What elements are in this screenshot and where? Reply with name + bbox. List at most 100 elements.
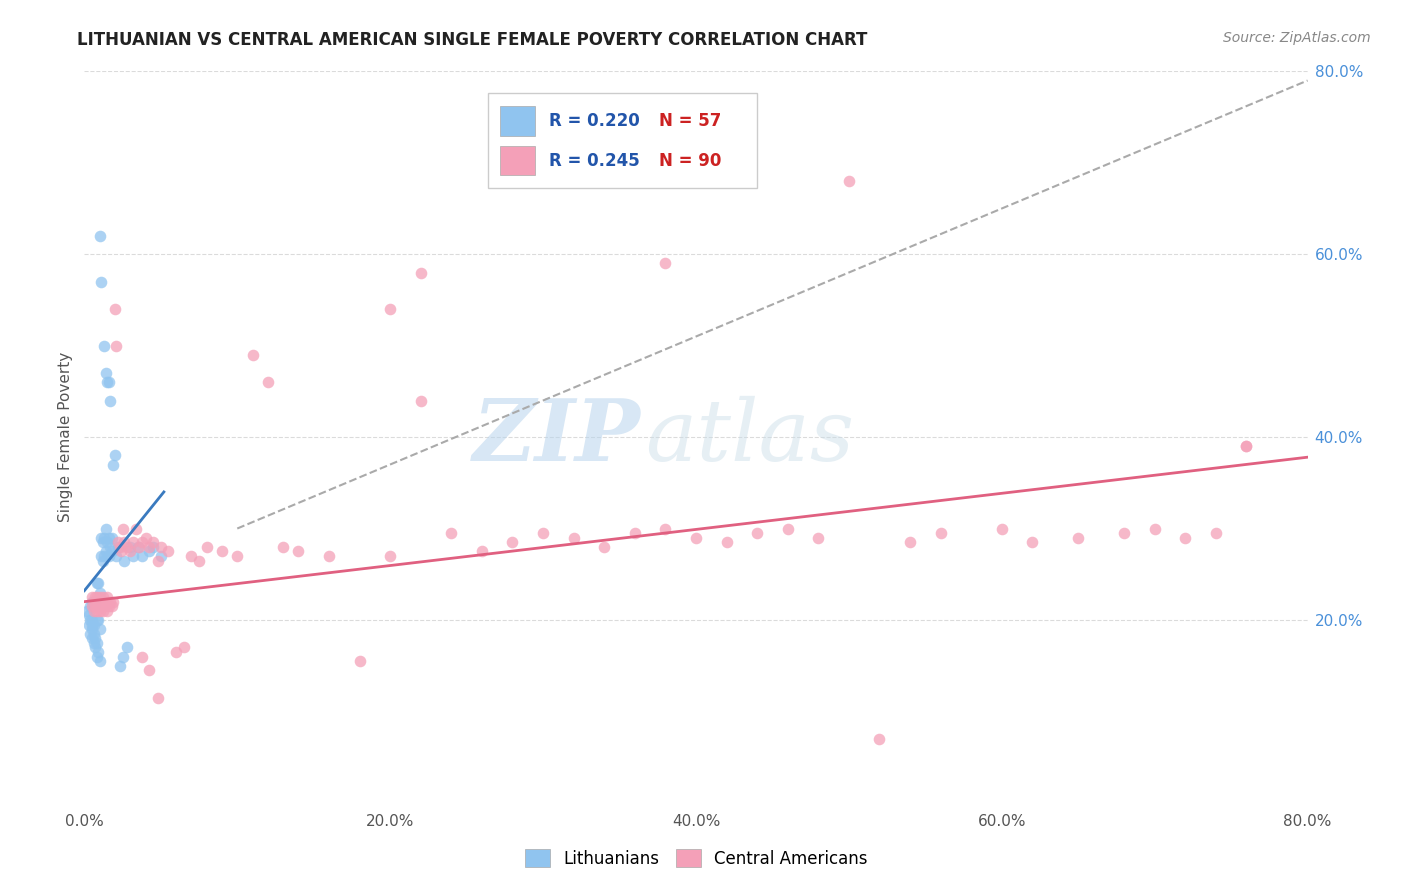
Point (131, 535, 153, 549)
Point (84, 632, 107, 646)
Point (120, 544, 142, 558)
Point (87, 599, 110, 614)
Point (380, 301, 402, 317)
Point (142, 535, 165, 549)
Point (112, 553, 135, 567)
Point (87, 613, 110, 627)
Point (120, 540, 142, 554)
Point (1174, 531, 1197, 545)
Point (593, 540, 616, 554)
Point (1021, 535, 1043, 549)
Point (80, 632, 103, 646)
Point (87, 594, 110, 608)
Legend: Lithuanians, Central Americans: Lithuanians, Central Americans (524, 849, 868, 868)
Point (103, 594, 125, 608)
Point (142, 540, 165, 554)
Point (91, 535, 114, 549)
Point (1236, 439, 1258, 453)
Point (84, 599, 107, 614)
Text: R = 0.245: R = 0.245 (550, 152, 640, 169)
Point (318, 549, 340, 563)
Point (869, 731, 891, 746)
Point (83, 617, 105, 632)
Point (94, 594, 117, 608)
Point (79, 599, 101, 614)
Point (90, 275, 112, 289)
Point (86, 649, 108, 664)
Point (90, 549, 112, 563)
Point (105, 338, 128, 352)
Point (80, 594, 103, 608)
Point (111, 521, 134, 535)
Point (471, 544, 494, 558)
Point (122, 549, 145, 563)
Point (93, 549, 115, 563)
Point (83, 626, 105, 640)
Point (80, 599, 103, 614)
Point (96, 604, 118, 618)
Point (96, 590, 118, 604)
Point (531, 526, 554, 541)
Point (111, 649, 134, 664)
Point (97, 599, 120, 614)
Point (127, 540, 149, 554)
Text: R = 0.220: R = 0.220 (550, 112, 640, 130)
Point (716, 535, 738, 549)
Point (138, 663, 160, 677)
Point (79, 626, 101, 640)
Point (122, 535, 145, 549)
Y-axis label: Single Female Poverty: Single Female Poverty (58, 352, 73, 522)
Point (991, 521, 1014, 535)
Point (89, 604, 111, 618)
Text: LITHUANIAN VS CENTRAL AMERICAN SINGLE FEMALE POVERTY CORRELATION CHART: LITHUANIAN VS CENTRAL AMERICAN SINGLE FE… (77, 31, 868, 49)
Point (98, 540, 121, 554)
Point (87, 576, 110, 591)
Point (107, 540, 129, 554)
Point (89, 622, 111, 636)
Point (1114, 526, 1136, 541)
Point (562, 531, 585, 545)
Text: Source: ZipAtlas.com: Source: ZipAtlas.com (1223, 31, 1371, 45)
Point (115, 540, 138, 554)
Point (93, 531, 115, 545)
Point (242, 348, 264, 362)
Point (86, 604, 108, 618)
Point (98, 594, 121, 608)
Text: N = 90: N = 90 (659, 152, 721, 169)
Point (807, 531, 830, 545)
Point (146, 553, 169, 567)
Point (77, 617, 100, 632)
Point (107, 535, 129, 549)
Point (624, 526, 647, 541)
Point (89, 590, 111, 604)
Point (97, 549, 120, 563)
FancyBboxPatch shape (501, 106, 534, 136)
Point (101, 531, 124, 545)
Point (77, 608, 100, 623)
Point (86, 636, 108, 650)
Point (103, 458, 125, 472)
Point (97, 531, 120, 545)
Point (409, 266, 432, 280)
Point (685, 531, 707, 545)
Point (86, 576, 108, 591)
Point (110, 544, 132, 558)
Point (96, 375, 118, 389)
Point (271, 540, 294, 554)
Point (80, 590, 103, 604)
Point (409, 393, 432, 408)
Point (83, 599, 105, 614)
Point (80, 613, 103, 627)
Point (91, 604, 114, 618)
Point (838, 174, 860, 188)
Point (79, 613, 101, 627)
FancyBboxPatch shape (488, 94, 758, 188)
Point (93, 599, 115, 614)
Point (173, 640, 195, 655)
Point (104, 301, 127, 317)
Point (89, 585, 111, 599)
Point (131, 649, 153, 664)
Point (86, 590, 108, 604)
Point (89, 654, 111, 668)
Point (94, 366, 117, 380)
